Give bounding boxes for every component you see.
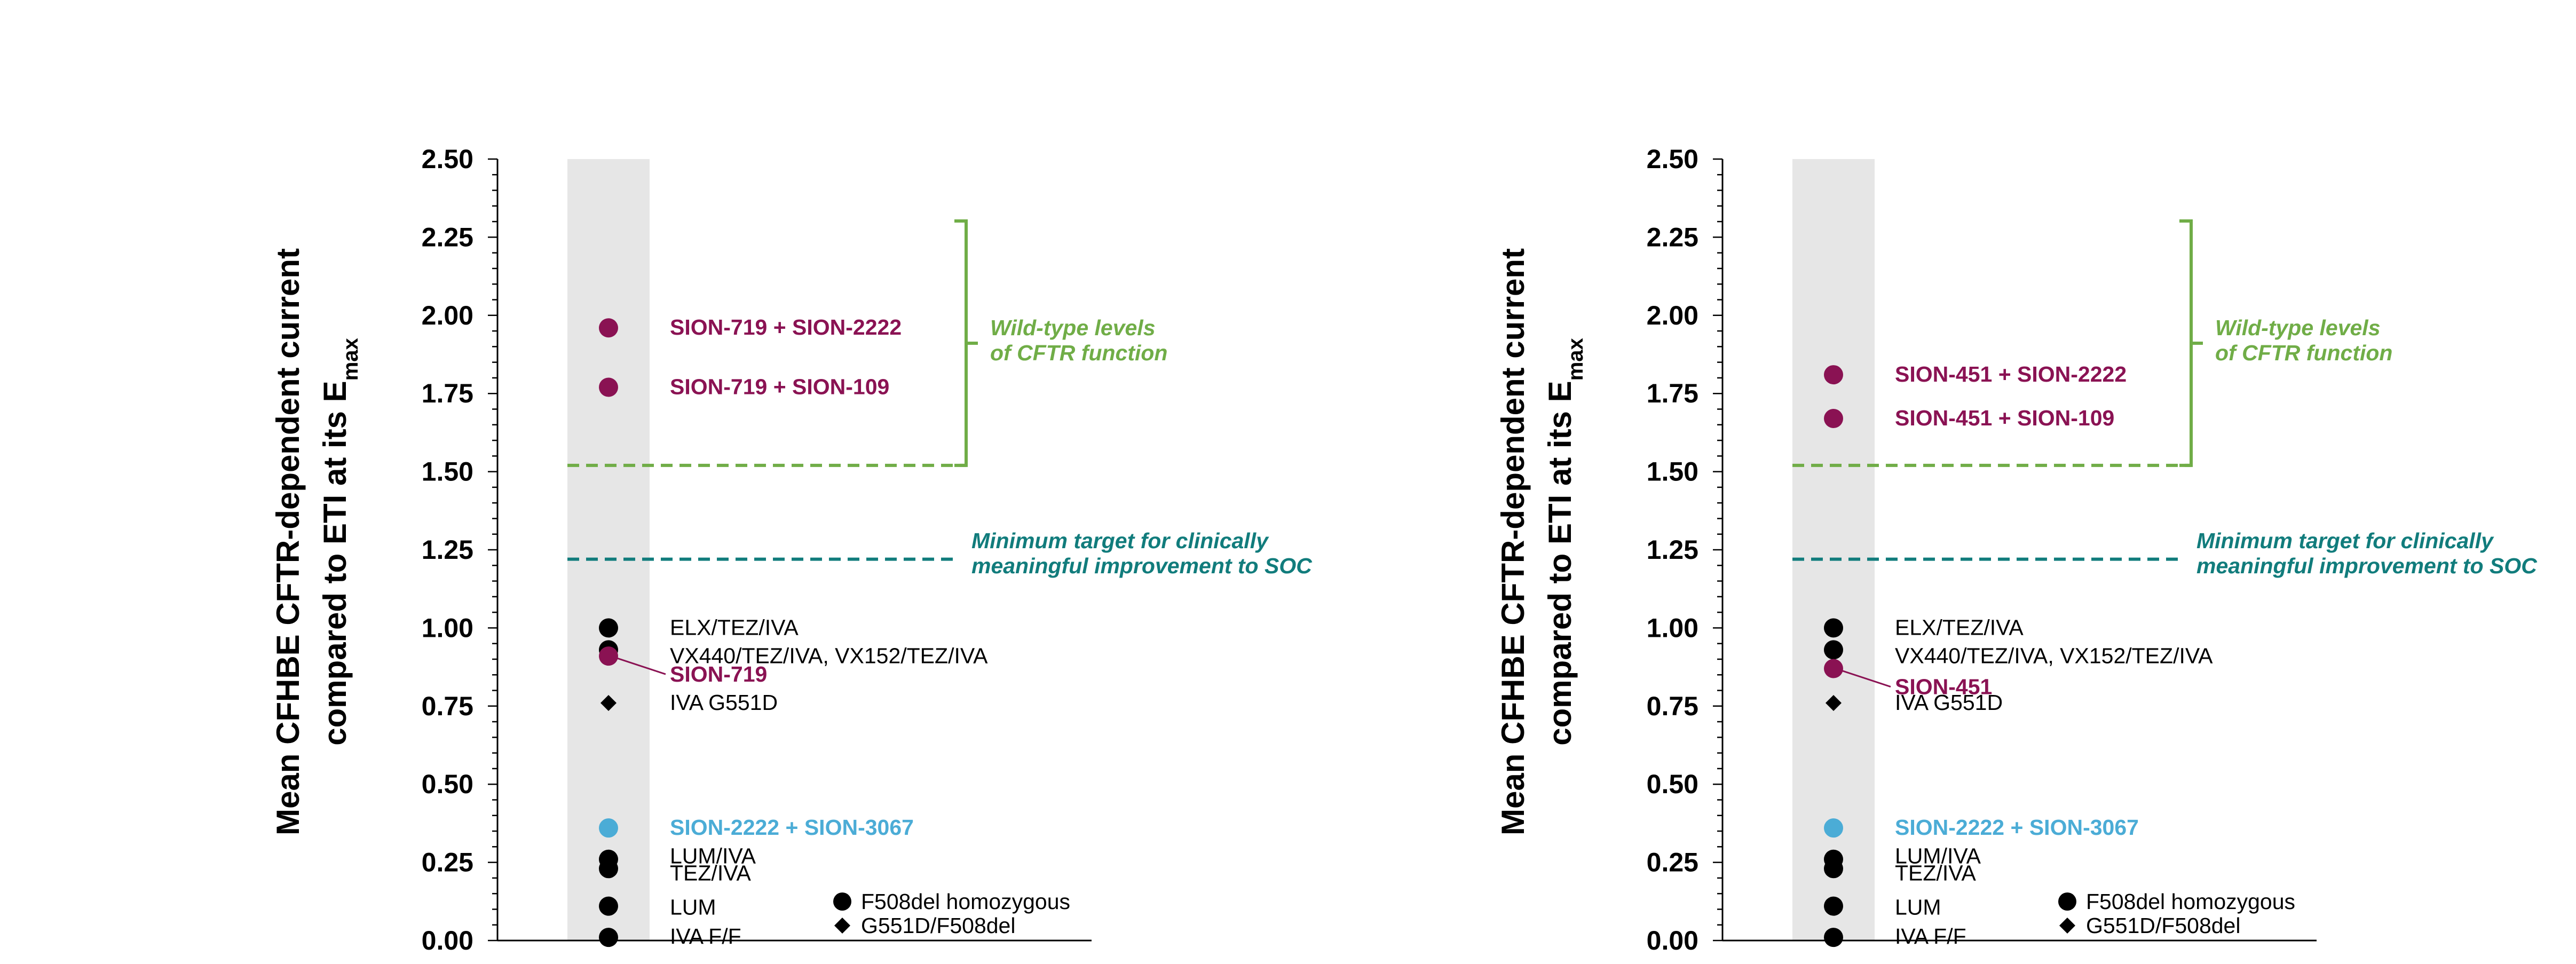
y-axis-title-subscript: max [1564,338,1587,381]
data-point [599,618,618,638]
legend-diamond-marker [2059,918,2075,934]
point-label: ELX/TEZ/IVA [670,615,799,639]
data-point-diamond [1826,694,1842,711]
point-label: SION-2222 + SION-3067 [670,815,914,840]
point-label: SION-451 [1895,675,1992,699]
data-point [1824,618,1843,638]
y-tick-label: 0.00 [422,926,473,955]
point-label: SION-451 + SION-109 [1895,406,2114,430]
y-tick-label: 1.25 [1647,535,1698,565]
legend-label: G551D/F508del [2086,913,2240,938]
y-tick-label: 1.00 [422,613,473,643]
y-tick-label: 2.50 [1647,144,1698,174]
data-point [1824,818,1843,838]
chart-panel-1: 0.00 0.25 0.50 0.75 1.00 1.25 1.50 1.75 2.00 2.25… [270,144,1313,955]
legend-label: G551D/F508del [861,913,1015,938]
y-tick-label: 0.00 [1647,926,1698,955]
data-point [1824,859,1843,879]
y-axis-title-line2: compared to ETI at its Emax [1542,338,1587,746]
legend-circle-marker [2058,892,2076,911]
y-tick-label: 0.75 [1647,691,1698,721]
y-tick-label: 1.75 [422,378,473,408]
wildtype-bracket [954,219,978,467]
y-tick-label: 1.25 [422,535,473,565]
target-label: Minimum target for clinically [971,528,1269,553]
point-label: LUM [1895,895,1941,920]
point-label: VX440/TEZ/IVA, VX152/TEZ/IVA [670,643,988,668]
y-tick-label: 1.50 [422,457,473,487]
y-tick-label: 0.50 [1647,769,1698,799]
y-axis-title-line1: Mean CFHBE CFTR-dependent current [1495,248,1531,835]
y-axis-title-subscript: max [339,338,362,381]
data-point [599,896,618,916]
point-label: IVA F/F [1895,924,1966,949]
data-point [599,646,618,666]
point-label: LUM/IVA [1895,844,1981,868]
legend-diamond-marker [834,918,850,934]
point-label: IVA G551D [670,690,778,715]
data-point [1824,409,1843,429]
point-label: VX440/TEZ/IVA, VX152/TEZ/IVA [1895,643,2213,668]
point-label: IVA G551D [1895,690,2003,715]
y-axis-title-line2: compared to ETI at its Emax [317,338,362,746]
y-axis-title: Mean CFHBE CFTR-dependent current compare… [270,248,362,835]
point-label: SION-2222 + SION-3067 [1895,815,2139,840]
y-axis-title-line1: Mean CFHBE CFTR-dependent current [270,248,306,835]
y-tick-label: 2.00 [1647,301,1698,330]
chart-panel-2: 0.00 0.25 0.50 0.75 1.00 1.25 1.50 1.75 2.00 2.25… [1495,144,2538,955]
point-label: SION-451 + SION-2222 [1895,362,2127,386]
data-point [599,318,618,338]
point-label: TEZ/IVA [670,860,752,885]
y-axis-title: Mean CFHBE CFTR-dependent current compare… [1495,248,1587,835]
point-label: LUM [670,895,716,920]
y-tick-label: 2.25 [422,222,473,252]
y-tick-label: 1.00 [1647,613,1698,643]
wildtype-bracket [2179,219,2203,467]
y-tick-label: 0.50 [422,769,473,799]
y-tick-label: 2.50 [422,144,473,174]
point-label: LUM/IVA [670,844,756,868]
data-point-diamond [600,694,617,711]
y-tick-label: 1.75 [1647,378,1698,408]
wildtype-label: Wild-type levels [2215,315,2381,340]
target-label: Minimum target for clinically [2196,528,2494,553]
legend-circle-marker [833,892,851,911]
y-tick-label: 0.75 [422,691,473,721]
wildtype-label: of CFTR function [990,341,1167,365]
point-label: SION-719 + SION-2222 [670,315,902,339]
data-point [599,818,618,838]
wildtype-label: of CFTR function [2215,341,2392,365]
y-axis-title-prefix: compared to ETI at its E [1542,381,1578,745]
data-point [1824,640,1843,660]
y-tick-label: 0.25 [1647,848,1698,878]
legend-label: F508del homozygous [861,889,1070,914]
data-point [1824,896,1843,916]
label-leader-line [617,657,666,675]
highlight-column [567,159,650,941]
point-label: SION-719 [670,662,767,686]
point-label: ELX/TEZ/IVA [1895,615,2024,639]
data-point [599,928,618,947]
data-point [1824,659,1843,678]
point-label: TEZ/IVA [1895,860,1977,885]
data-point [1824,365,1843,385]
point-label: IVA F/F [670,924,741,949]
y-axis-title-prefix: compared to ETI at its E [317,381,353,745]
target-label: meaningful improvement to SOC [2196,554,2538,578]
data-point [599,377,618,397]
point-label: SION-719 + SION-109 [670,374,889,399]
y-tick-label: 1.50 [1647,457,1698,487]
wildtype-label: Wild-type levels [990,315,1156,340]
data-point [599,859,618,879]
label-leader-line [1842,670,1891,688]
highlight-column [1792,159,1875,941]
legend-label: F508del homozygous [2086,889,2295,914]
data-point [1824,928,1843,947]
y-tick-label: 2.25 [1647,222,1698,252]
y-tick-label: 2.00 [422,301,473,330]
y-tick-label: 0.25 [422,848,473,878]
target-label: meaningful improvement to SOC [971,554,1313,578]
